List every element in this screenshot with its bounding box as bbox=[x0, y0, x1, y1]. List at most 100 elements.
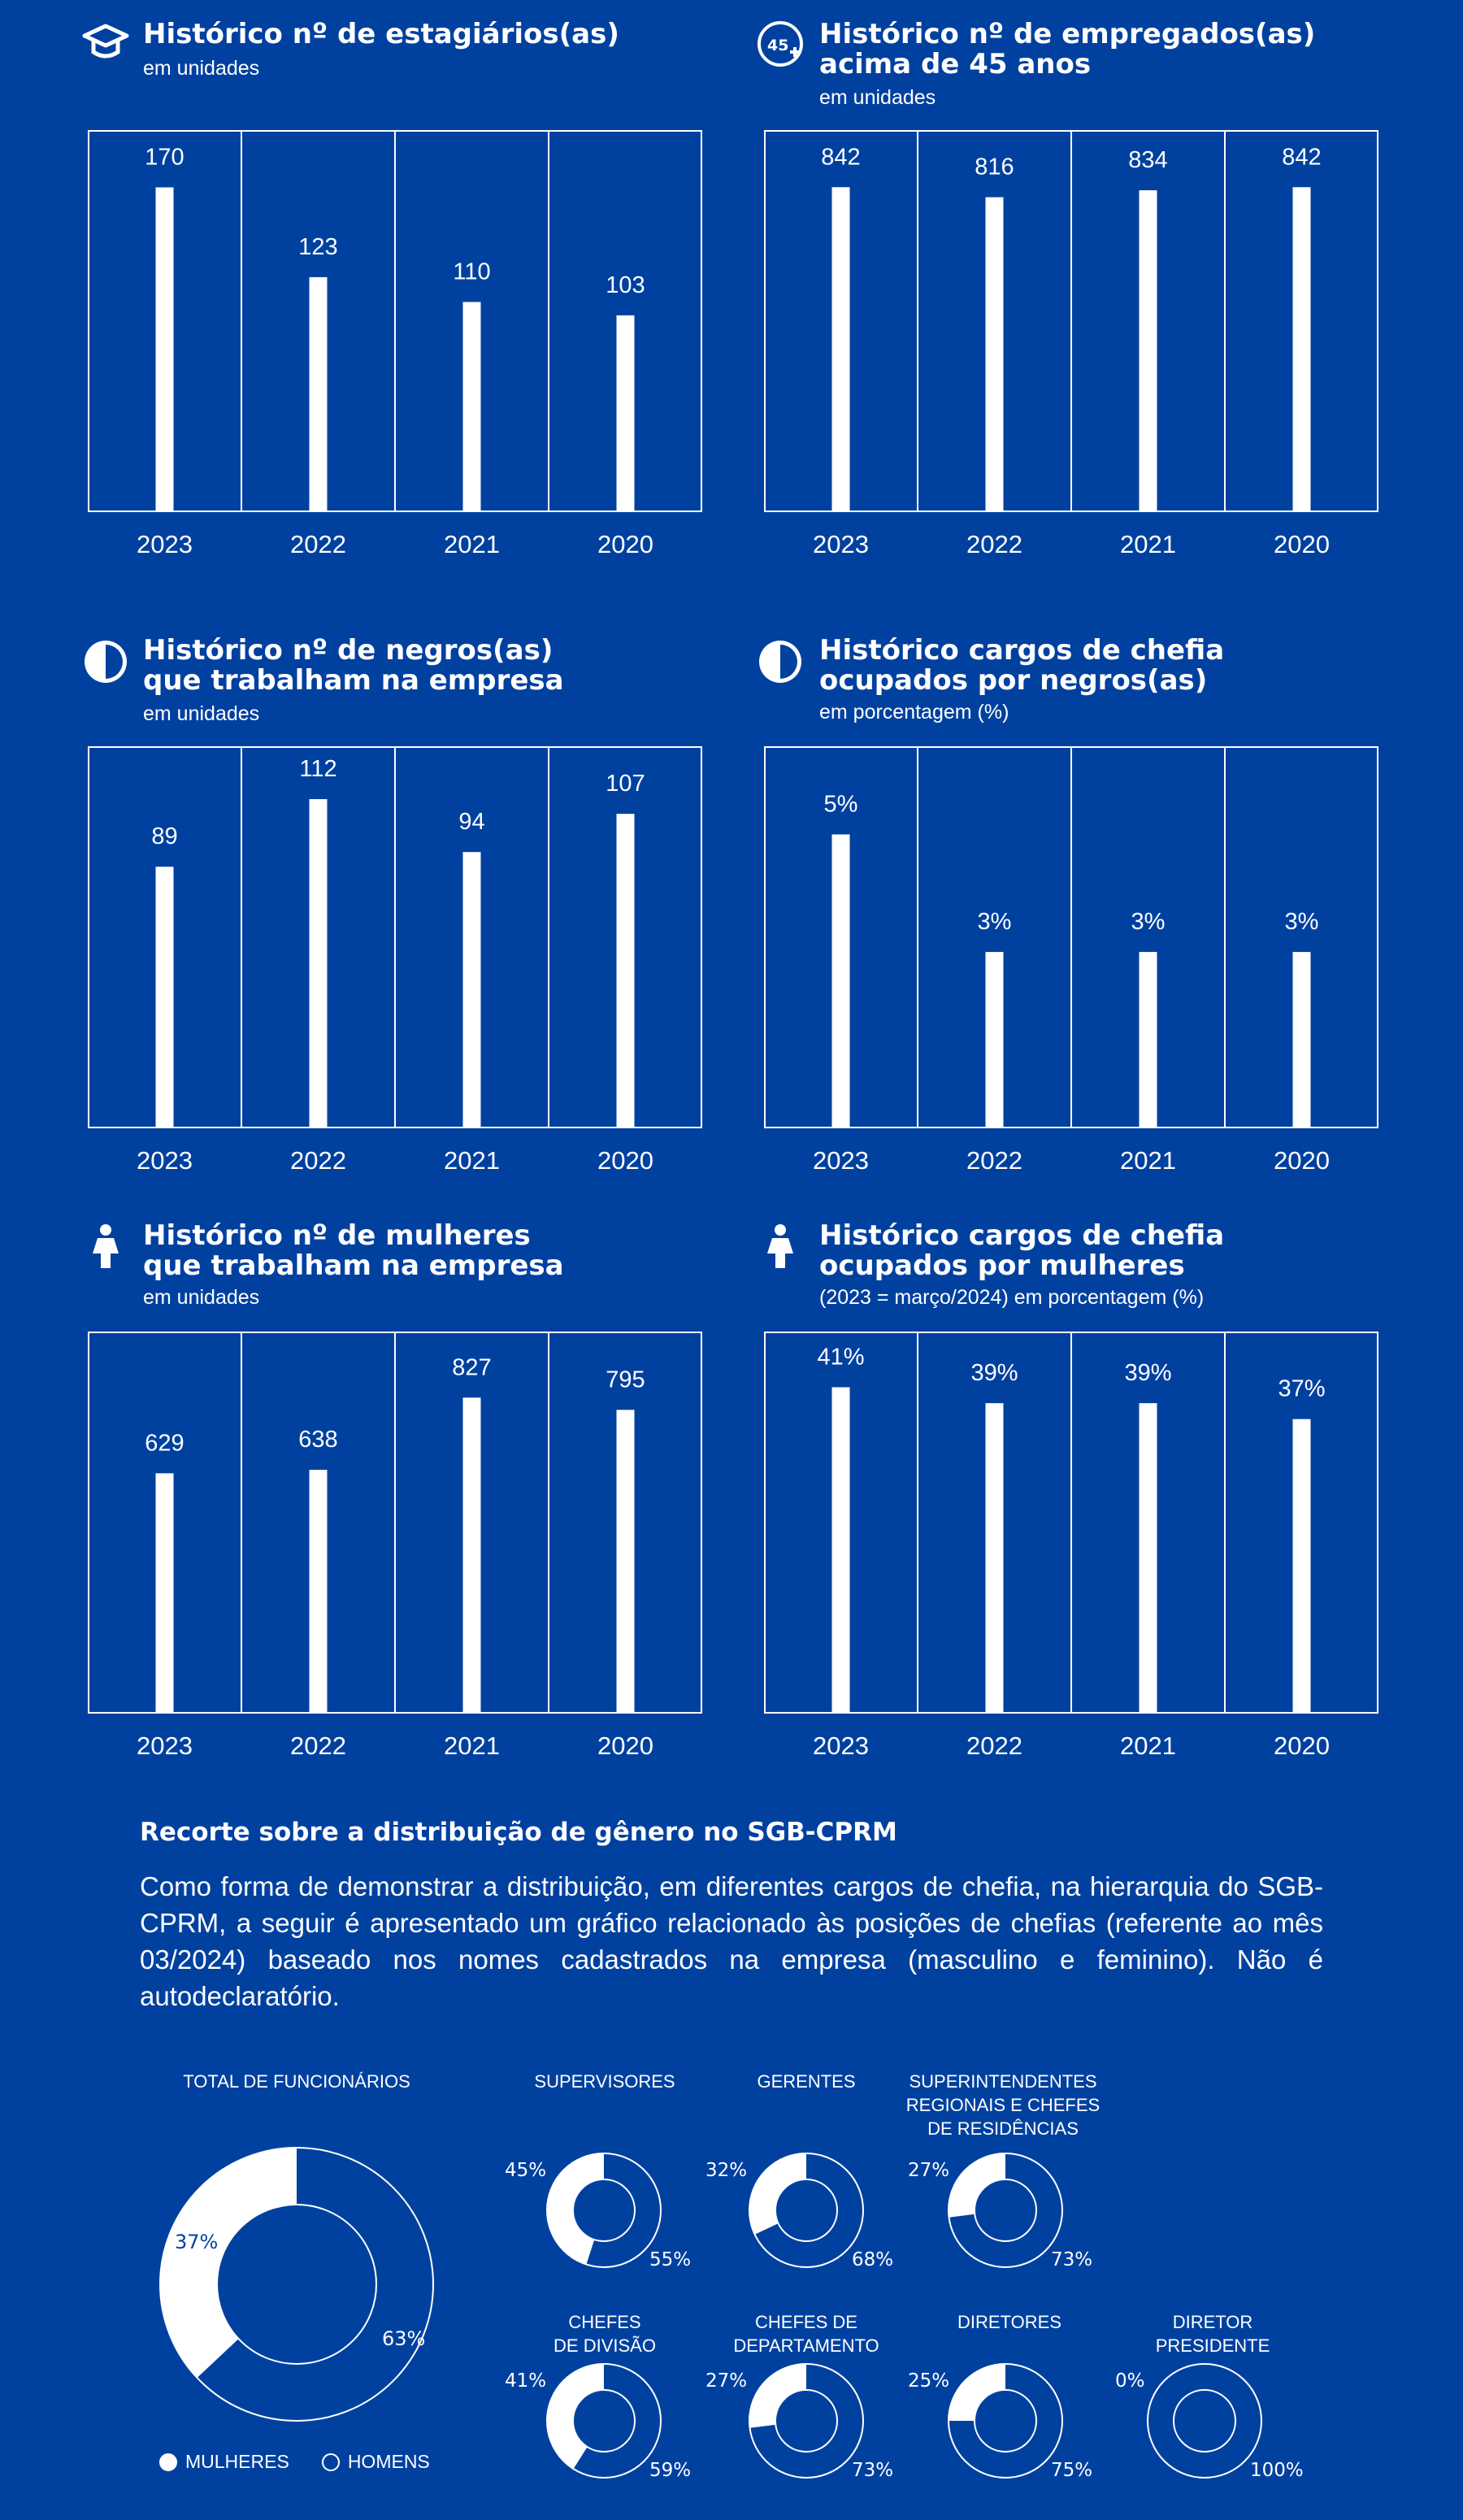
bar bbox=[616, 1410, 635, 1714]
donut-slice-women bbox=[749, 2364, 806, 2428]
bar bbox=[985, 197, 1004, 512]
donut-slice-women bbox=[159, 2148, 297, 2379]
bar bbox=[616, 315, 635, 512]
panel-subtitle: (2023 = março/2024) em porcentagem (%) bbox=[819, 1286, 1205, 1309]
panel-title-line2: acima de 45 anos bbox=[819, 48, 1092, 80]
panel-title-line2: que trabalham na empresa bbox=[143, 664, 564, 697]
donut-label-women: 37% bbox=[175, 2231, 218, 2253]
data-label: 842 bbox=[1282, 144, 1321, 170]
data-label: 37% bbox=[1278, 1376, 1325, 1402]
bar bbox=[1139, 952, 1157, 1128]
data-label: 170 bbox=[145, 145, 184, 171]
x-tick-label: 2021 bbox=[1120, 1731, 1176, 1760]
data-label: 3% bbox=[1131, 909, 1166, 935]
x-tick-label: 2023 bbox=[137, 530, 193, 558]
x-tick-label: 2023 bbox=[813, 530, 869, 558]
data-label: 5% bbox=[824, 791, 858, 817]
donut-title-supervisors: SUPERVISORES bbox=[534, 2071, 675, 2092]
legend-women-label: MULHERES bbox=[185, 2451, 289, 2472]
bar bbox=[155, 187, 174, 512]
data-label: 3% bbox=[1285, 909, 1319, 935]
section-body: Como forma de demonstrar a distribuição,… bbox=[140, 1871, 1323, 2011]
x-tick-label: 2020 bbox=[1274, 530, 1330, 558]
data-label: 112 bbox=[299, 756, 336, 782]
half-circle-icon bbox=[85, 641, 127, 683]
panel-title: Histórico nº de empregados(as) bbox=[819, 18, 1316, 50]
bar bbox=[831, 834, 850, 1128]
donut-slice-women bbox=[949, 2153, 1005, 2218]
donut-title-total: TOTAL DE FUNCIONÁRIOS bbox=[183, 2071, 410, 2092]
panel-title: Histórico cargos de chefia bbox=[819, 1219, 1225, 1252]
bar bbox=[985, 1403, 1004, 1714]
data-label: 816 bbox=[975, 154, 1014, 180]
donut-slice-women bbox=[949, 2364, 1005, 2421]
bar bbox=[309, 799, 328, 1128]
panel-subtitle: em porcentagem (%) bbox=[819, 701, 1009, 723]
x-tick-label: 2020 bbox=[597, 1146, 653, 1175]
age-45-plus-icon: 45 bbox=[758, 21, 803, 67]
bar bbox=[1292, 187, 1311, 512]
donut-label-men: 55% bbox=[649, 2249, 691, 2270]
donut-title-president: DIRETOR PRESIDENTE bbox=[1155, 2312, 1270, 2356]
x-tick-label: 2021 bbox=[444, 1731, 500, 1760]
data-label: 834 bbox=[1128, 147, 1167, 173]
donut-inner-outline bbox=[216, 2204, 377, 2365]
svg-text:45: 45 bbox=[767, 37, 788, 54]
data-label: 827 bbox=[452, 1354, 491, 1380]
bar bbox=[462, 302, 481, 512]
donut-inner-outline bbox=[775, 2389, 838, 2453]
x-tick-label: 2022 bbox=[966, 1731, 1022, 1760]
panel-title: Histórico cargos de chefia bbox=[819, 634, 1225, 667]
x-tick-label: 2022 bbox=[290, 1731, 346, 1760]
bar bbox=[309, 1470, 328, 1714]
donut-label-men: 73% bbox=[1051, 2249, 1092, 2270]
woman-icon bbox=[767, 1224, 793, 1268]
x-tick-label: 2020 bbox=[597, 1731, 653, 1760]
donut-label-men: 59% bbox=[649, 2460, 691, 2481]
x-tick-label: 2022 bbox=[966, 1146, 1022, 1175]
legend-men-label: HOMENS bbox=[347, 2451, 430, 2472]
data-label: 842 bbox=[821, 144, 860, 170]
data-label: 39% bbox=[1124, 1360, 1171, 1386]
x-tick-label: 2022 bbox=[290, 530, 346, 558]
bar-chart-black-leadership: 5% 2023 3% 2022 3% 2021 3% 2020 bbox=[764, 746, 1378, 1175]
panel-subtitle: em unidades bbox=[143, 702, 260, 725]
x-tick-label: 2020 bbox=[1274, 1146, 1330, 1175]
x-tick-label: 2022 bbox=[290, 1146, 346, 1175]
data-label: 123 bbox=[298, 234, 337, 260]
donut-inner-outline bbox=[1173, 2389, 1236, 2453]
x-tick-label: 2020 bbox=[597, 530, 653, 558]
data-label: 629 bbox=[145, 1430, 184, 1456]
data-label: 638 bbox=[298, 1427, 337, 1453]
panel-title: Histórico nº de mulheres bbox=[143, 1219, 531, 1252]
donut-inner-outline bbox=[974, 2179, 1037, 2242]
donut-slice-women bbox=[546, 2153, 604, 2265]
donut-outline bbox=[1147, 2363, 1262, 2479]
donut-inner-outline bbox=[775, 2179, 838, 2242]
x-tick-label: 2021 bbox=[444, 1146, 500, 1175]
panel-title: Histórico nº de estagiários(as) bbox=[143, 18, 619, 50]
bar bbox=[616, 814, 635, 1128]
donut-title-department-heads: CHEFES DE DEPARTAMENTO bbox=[733, 2312, 879, 2356]
donut-inner-outline bbox=[974, 2389, 1037, 2453]
data-label: 103 bbox=[606, 272, 645, 298]
legend: MULHERES HOMENS bbox=[159, 2451, 430, 2473]
donut-label-women: 45% bbox=[505, 2160, 546, 2181]
woman-icon bbox=[93, 1224, 119, 1268]
donut-label-women: 0% bbox=[1115, 2370, 1145, 2392]
donut-title-managers: GERENTES bbox=[757, 2071, 856, 2092]
panel-title-line2: ocupados por mulheres bbox=[819, 1249, 1185, 1282]
bar bbox=[1292, 1419, 1311, 1714]
section-title: Recorte sobre a distribuição de gênero n… bbox=[140, 1818, 897, 1847]
bar bbox=[155, 1473, 174, 1714]
bar-chart-employees-45: 842 2023 816 2022 834 2021 842 2020 bbox=[764, 130, 1378, 558]
bar bbox=[1139, 1403, 1157, 1714]
bar-chart-interns: 170 2023 123 2022 110 2021 103 2020 bbox=[88, 130, 702, 558]
panel-subtitle: em unidades bbox=[143, 57, 260, 80]
legend-men-swatch bbox=[321, 2453, 340, 2471]
x-tick-label: 2020 bbox=[1274, 1731, 1330, 1760]
bar bbox=[309, 276, 328, 512]
half-circle-icon bbox=[759, 641, 801, 683]
x-tick-label: 2023 bbox=[813, 1731, 869, 1760]
